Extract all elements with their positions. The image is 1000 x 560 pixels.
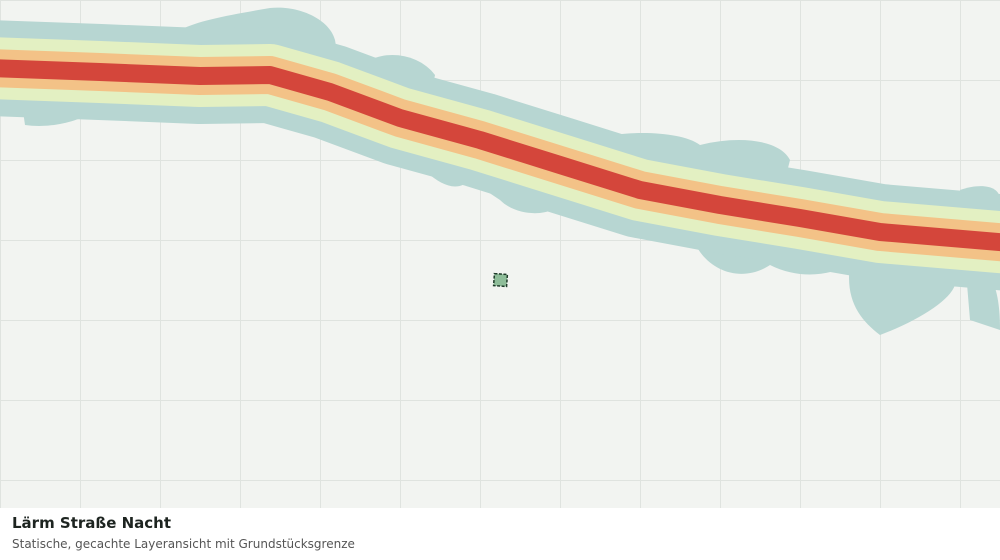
layer-title: Lärm Straße Nacht bbox=[12, 514, 172, 532]
noise-layer bbox=[0, 7, 1000, 335]
map-view bbox=[0, 0, 1000, 508]
parcel-boundary bbox=[492, 272, 509, 288]
layer-subtitle: Statische, gecachte Layeransicht mit Gru… bbox=[12, 537, 355, 551]
caption: Lärm Straße Nacht Statische, gecachte La… bbox=[0, 508, 1000, 560]
noise-zone-60 bbox=[0, 59, 1000, 252]
